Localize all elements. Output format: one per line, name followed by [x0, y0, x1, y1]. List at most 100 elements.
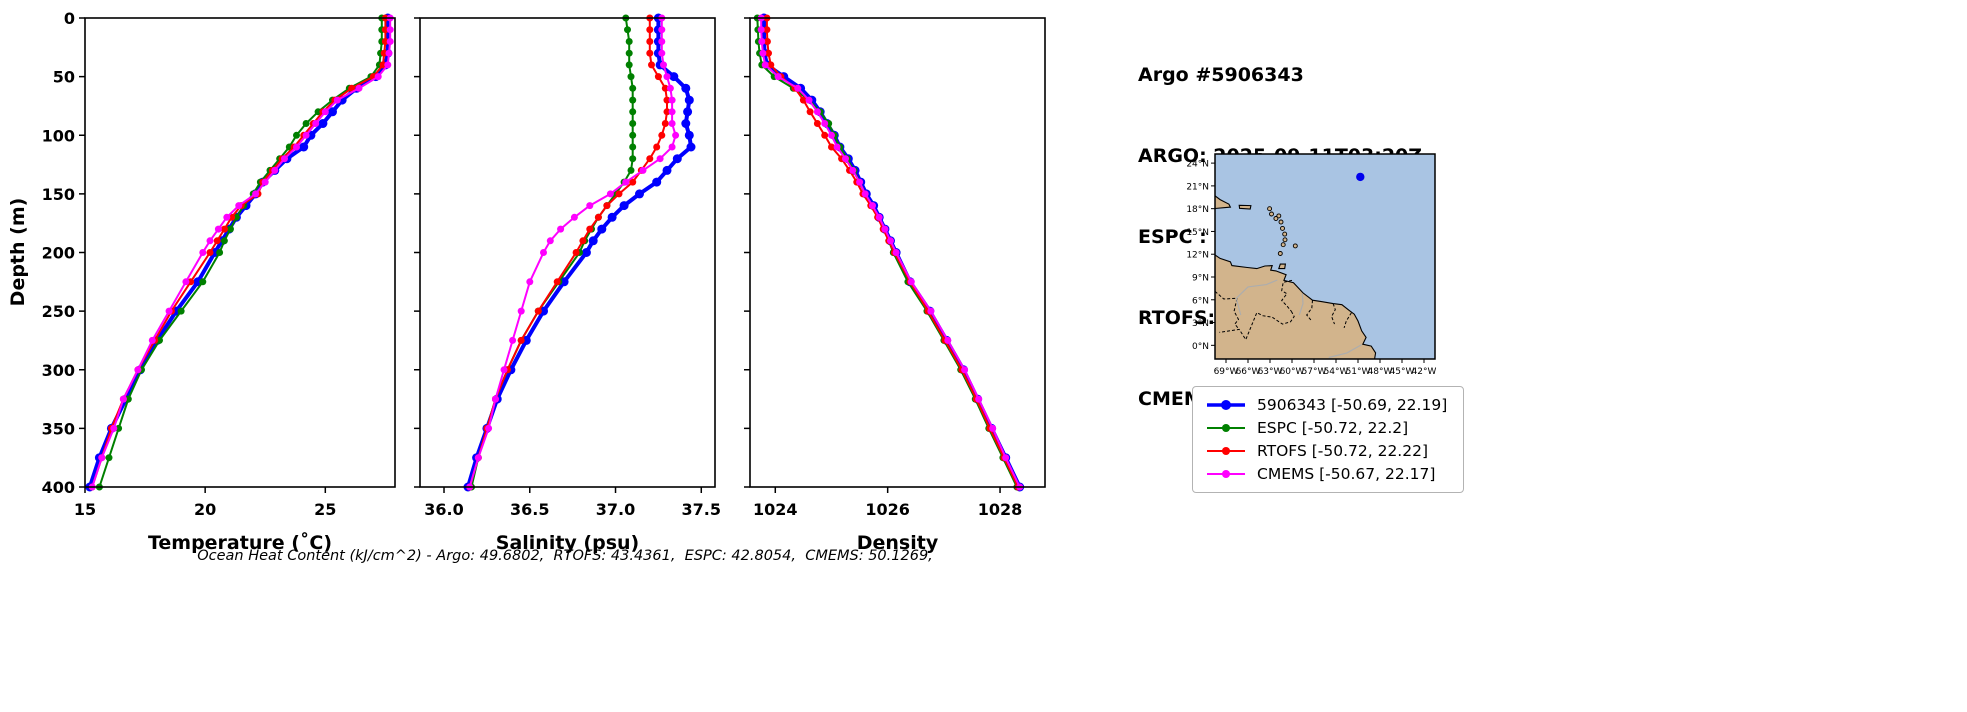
river [1298, 293, 1304, 316]
y-ticks [414, 17, 420, 488]
temperature-plot: 15 20 25050100150200250300350400Temperatur… [42, 9, 396, 554]
y-tick-label: 50 [53, 68, 75, 87]
series-markers-CMEMS [757, 14, 1024, 491]
country-border [1306, 300, 1313, 321]
y-tick-label: 200 [42, 244, 75, 263]
map-frame [1214, 153, 1436, 360]
series-line-RTOFS [91, 17, 387, 488]
legend-label: 5906343 [-50.69, 22.19] [1257, 396, 1448, 414]
y-tick-label: 100 [42, 126, 75, 145]
y-ticks: 0 50 100 150 200 250 300 350 400 [42, 9, 85, 497]
y-tick-label: 400 [42, 478, 75, 497]
x-tick-label: 37.0 [596, 500, 635, 519]
island [1282, 237, 1288, 243]
x-tick-label: 25 [314, 500, 336, 519]
island [1273, 216, 1279, 221]
legend-marker-icon [1207, 424, 1245, 432]
y-tick-label: 250 [42, 302, 75, 321]
map-land-group [1215, 195, 1377, 359]
x-tick-label: 36.5 [510, 500, 549, 519]
river [1235, 279, 1278, 316]
map-lat-label: 18°N [1186, 205, 1209, 215]
island [1267, 206, 1273, 212]
river [1328, 344, 1362, 359]
x-tick-label: 20 [194, 500, 216, 519]
y-tick-label: 350 [42, 419, 75, 438]
series-line-RTOFS [468, 17, 668, 488]
map-lat-label: 12°N [1186, 251, 1209, 261]
landmass [1215, 195, 1232, 210]
map-lon-label: 69°W [1214, 367, 1239, 377]
map-lon-label: 48°W [1368, 367, 1393, 377]
country-border [1215, 291, 1240, 330]
island [1280, 242, 1286, 248]
series-markers-RTOFS [88, 14, 389, 491]
series-markers-ESPC [95, 14, 386, 491]
legend-marker-icon [1207, 400, 1245, 410]
island [1292, 243, 1298, 249]
legend-item: CMEMS [-50.67, 22.17] [1205, 465, 1447, 483]
map-lon-label: 57°W [1302, 367, 1327, 377]
island [1282, 231, 1288, 237]
x-tick-label: 37.5 [682, 500, 721, 519]
legend-item: 5906343 [-50.69, 22.19] [1205, 396, 1447, 414]
map-lat-label: 6°N [1192, 296, 1209, 306]
map-lon-label: 66°W [1236, 367, 1261, 377]
country-border [1331, 303, 1336, 325]
x-axis-label: Salinity (psu) [496, 532, 639, 554]
figure-title: Argo #5906343 [1138, 64, 1304, 86]
map-figure: 24°N 21°N 18°N 15°N 12°N 9°N 6°N 3°N 0°N 69°W66°W… [1186, 153, 1437, 377]
y-tick-label: 300 [42, 361, 75, 380]
landmass [1278, 263, 1287, 270]
y-ticks [744, 17, 750, 488]
map-lat-label: 24°N [1186, 160, 1209, 170]
map-lon-label: 51°W [1346, 367, 1371, 377]
location-map: 24°N 21°N 18°N 15°N 12°N 9°N 6°N 3°N 0°N 69°W 66°W… [1155, 150, 1455, 390]
map-lon-label: 54°W [1324, 367, 1349, 377]
x-tick-label: 36.0 [424, 500, 463, 519]
map-lon-label: 45°W [1390, 367, 1415, 377]
series-line-CMEMS [91, 17, 392, 488]
series-markers-5906343 [85, 13, 393, 492]
x-axis-label: Temperature (˚C) [148, 531, 332, 554]
map-lon-label: 63°W [1258, 367, 1283, 377]
map-lat-label: 15°N [1186, 228, 1209, 238]
map-lat-label: 3°N [1192, 319, 1209, 329]
series-markers-ESPC [468, 14, 637, 491]
legend: 5906343 [-50.69, 22.19] ESPC [-50.72, 22.… [1192, 386, 1465, 493]
legend-item: RTOFS [-50.72, 22.22] [1205, 442, 1447, 460]
x-ticks: 1024 1026 1028 [753, 487, 1022, 519]
map-lon-label: 42°W [1412, 367, 1437, 377]
landmass [1238, 204, 1252, 210]
legend-label: CMEMS [-50.67, 22.17] [1257, 465, 1436, 483]
series-line-5906343 [87, 16, 390, 489]
map-axis-labels: 24°N 21°N 18°N 15°N 12°N 9°N 6°N 3°N 0°N 69°W66°W… [1186, 160, 1436, 377]
float-position-marker [1356, 172, 1365, 182]
series-markers-CMEMS [88, 14, 394, 491]
profiles-figure: Depth (m) Ocean Heat Content (kJ/cm^2) -… [7, 9, 1046, 564]
x-tick-label: 1028 [978, 500, 1023, 519]
x-axis-label: Density [857, 532, 939, 554]
ohc-footer: Ocean Heat Content (kJ/cm^2) - Argo: 49.… [197, 548, 933, 564]
x-tick-label: 15 [74, 500, 96, 519]
legend-marker-icon [1207, 470, 1245, 478]
island [1278, 219, 1284, 225]
legend-marker-icon [1207, 447, 1245, 455]
legend-item: ESPC [-50.72, 22.2] [1205, 419, 1447, 437]
x-tick-label: 1026 [865, 500, 910, 519]
x-tick-label: 1024 [753, 500, 798, 519]
x-ticks: 15 20 25 [74, 487, 336, 519]
y-tick-label: 150 [42, 185, 75, 204]
series-markers-RTOFS [466, 14, 671, 491]
density-plot: 1024 1026 1028 Density [744, 13, 1046, 554]
series-markers-CMEMS [466, 14, 680, 491]
legend-label: ESPC [-50.72, 22.2] [1257, 419, 1409, 437]
series-line-ESPC [98, 17, 383, 488]
series-line-ESPC [470, 17, 634, 488]
y-tick-label: 0 [64, 9, 75, 28]
y-axis-label: Depth (m) [7, 198, 29, 307]
island [1269, 211, 1274, 217]
x-ticks: 36.0 36.5 37.0 37.5 [424, 487, 721, 519]
map-lat-label: 0°N [1192, 342, 1209, 352]
